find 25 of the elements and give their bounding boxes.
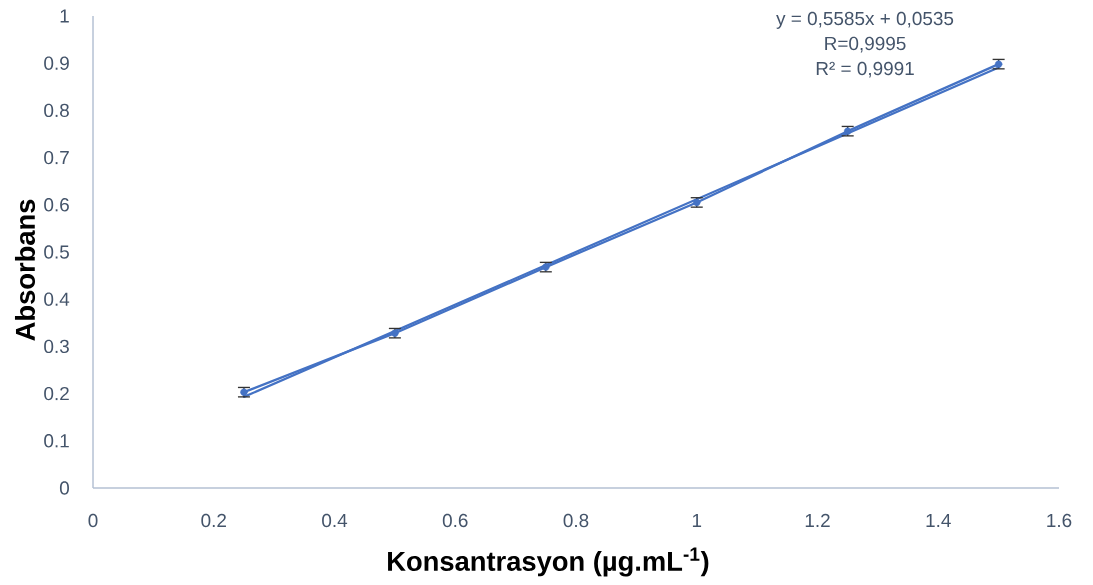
annotation: y = 0,5585x + 0,0535	[776, 11, 954, 29]
x-tick-label: 1.2	[805, 513, 830, 527]
y-tick-label: 0.9	[44, 56, 69, 70]
x-axis-title: Konsantrasyon (µg.mL$^{-1}$)	[388, 547, 709, 577]
y-tick-label: 0.3	[44, 339, 69, 354]
y-tick-label: 1	[60, 9, 69, 23]
y-tick-label: 0.2	[44, 386, 69, 401]
x-tick-label: 1.6	[1047, 513, 1072, 528]
y-tick-label: 0.8	[44, 103, 69, 118]
y-tick-label: 0.6	[44, 198, 69, 212]
x-tick-label: 1.4	[926, 513, 951, 527]
x-tick-label: 0.8	[563, 513, 589, 528]
y-tick-label: 0	[59, 481, 69, 495]
x-tick-label: 0.2	[201, 513, 226, 528]
annotation: R=0,9995	[825, 36, 906, 53]
y-tick-label: 0.5	[44, 245, 69, 259]
annotation: R² = 0,9991	[816, 61, 914, 78]
y-tick-label: 0.7	[44, 150, 69, 165]
y-tick-label: 0.1	[44, 434, 69, 448]
y-axis-title: Absorbans	[14, 199, 36, 341]
x-tick-label: 1	[692, 513, 702, 527]
x-tick-label: 0.4	[322, 513, 348, 528]
y-tick-label: 0.4	[44, 292, 70, 306]
x-tick-label: 0	[88, 513, 98, 528]
x-tick-label: 0.6	[442, 513, 468, 528]
